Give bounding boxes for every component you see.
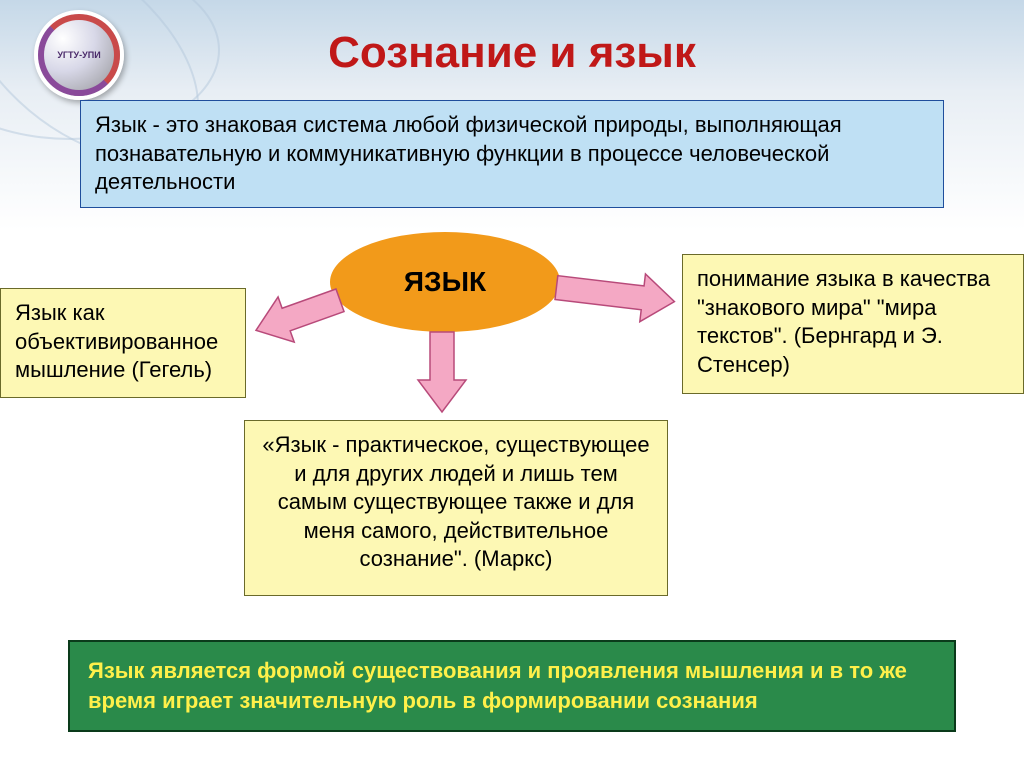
conclusion-box: Язык является формой существования и про… — [68, 640, 956, 732]
definition-text: Язык - это знаковая система любой физиче… — [95, 112, 842, 194]
left-box-text: Язык как объективированное мышление (Гег… — [15, 300, 218, 382]
page-title: Сознание и язык — [0, 28, 1024, 78]
bottom-concept-box: «Язык - практическое, существующее и для… — [244, 420, 668, 596]
definition-box: Язык - это знаковая система любой физиче… — [80, 100, 944, 208]
arrow-right-icon — [553, 272, 676, 324]
arrow-down-icon — [416, 330, 468, 414]
conclusion-text: Язык является формой существования и про… — [88, 658, 907, 713]
bottom-box-text: «Язык - практическое, существующее и для… — [262, 432, 649, 571]
right-box-text: понимание языка в качества "знакового ми… — [697, 266, 990, 377]
right-concept-box: понимание языка в качества "знакового ми… — [682, 254, 1024, 394]
arrow-left-icon — [254, 287, 346, 344]
center-node-label: ЯЗЫК — [404, 266, 486, 298]
left-concept-box: Язык как объективированное мышление (Гег… — [0, 288, 246, 398]
center-ellipse-node: ЯЗЫК — [330, 232, 560, 332]
